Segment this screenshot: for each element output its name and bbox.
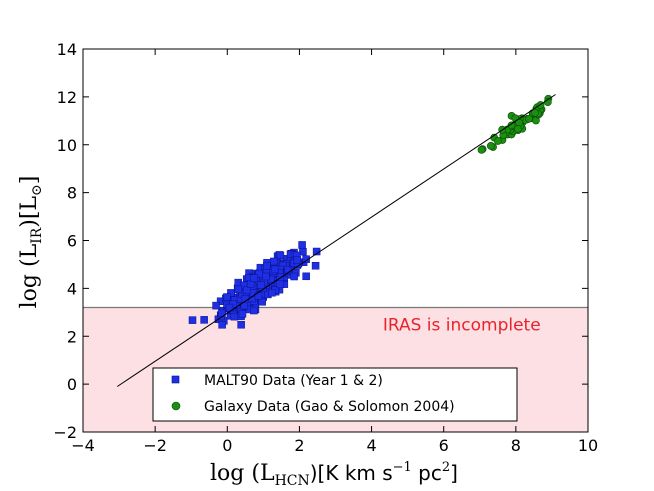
- y-tick-label: 12: [57, 88, 77, 107]
- legend-label-malt90: MALT90 Data (Year 1 & 2): [204, 373, 383, 389]
- malt90-point: [255, 269, 263, 278]
- malt90-point: [302, 272, 310, 281]
- malt90-point: [298, 241, 306, 249]
- y-tick-label: 14: [57, 40, 77, 59]
- malt90-point: [293, 256, 301, 264]
- axes-frame: [82, 48, 589, 433]
- y-tick-label: 10: [57, 136, 77, 155]
- x-tick-label: −2: [143, 436, 167, 455]
- x-tick-label: 8: [511, 436, 521, 455]
- malt90-point: [218, 309, 226, 318]
- legend-marker-galaxy: [171, 401, 181, 411]
- malt90-point: [276, 280, 285, 289]
- malt90-point: [223, 293, 231, 301]
- malt90-point: [200, 316, 208, 324]
- y-tick-label: 0: [67, 375, 77, 394]
- malt90-point: [227, 289, 235, 297]
- y-tick-label: 4: [67, 279, 77, 298]
- x-tick-label: 10: [578, 436, 598, 455]
- malt90-point: [302, 255, 310, 263]
- y-tick-label: 8: [67, 184, 77, 203]
- y-tick-label: −2: [53, 423, 77, 442]
- malt90-point: [237, 320, 245, 329]
- malt90-point: [242, 286, 251, 294]
- malt90-point: [188, 316, 197, 324]
- legend: MALT90 Data (Year 1 & 2) Galaxy Data (Ga…: [152, 367, 518, 422]
- malt90-point: [270, 265, 279, 274]
- fit-line: [116, 94, 556, 387]
- malt90-point: [218, 321, 226, 329]
- y-axis-label: log (LIR)[L⊙]: [17, 176, 45, 309]
- malt90-point: [268, 288, 276, 297]
- malt90-point: [270, 257, 278, 266]
- malt90-point: [234, 285, 243, 294]
- malt90-point: [250, 274, 258, 282]
- legend-label-galaxy: Galaxy Data (Gao & Solomon 2004): [204, 399, 455, 415]
- malt90-point: [290, 272, 298, 281]
- malt90-point: [254, 292, 263, 300]
- malt90-point: [276, 251, 285, 260]
- x-tick-label: 0: [222, 436, 232, 455]
- malt90-point: [262, 272, 270, 281]
- galaxy-point: [531, 108, 539, 117]
- iras-incomplete-annotation: IRAS is incomplete: [383, 315, 541, 335]
- malt90-point: [250, 306, 258, 315]
- x-tick-label: 6: [439, 436, 449, 455]
- legend-marker-malt90: [171, 375, 180, 384]
- galaxy-point: [477, 146, 486, 154]
- malt90-point: [230, 312, 239, 321]
- malt90-point: [263, 262, 271, 270]
- galaxy-point: [486, 142, 495, 150]
- malt90-point: [212, 301, 220, 310]
- malt90-point: [299, 247, 307, 256]
- malt90-point: [276, 273, 284, 282]
- galaxy-point: [507, 121, 516, 130]
- malt90-point: [238, 310, 247, 318]
- x-axis-label: log (LHCN)[K km s−1 pc2]: [210, 460, 458, 489]
- x-tick-label: 4: [366, 436, 376, 455]
- x-tick-label: 2: [294, 436, 304, 455]
- legend-box: [152, 367, 518, 422]
- malt90-point: [257, 281, 265, 289]
- malt90-point: [311, 261, 320, 270]
- galaxy-point: [513, 125, 522, 133]
- galaxy-point: [493, 137, 502, 145]
- x-tick-label: −4: [71, 436, 95, 455]
- galaxy-point: [525, 114, 533, 123]
- y-tick-label: 6: [67, 232, 77, 251]
- y-tick-label: 2: [67, 327, 77, 346]
